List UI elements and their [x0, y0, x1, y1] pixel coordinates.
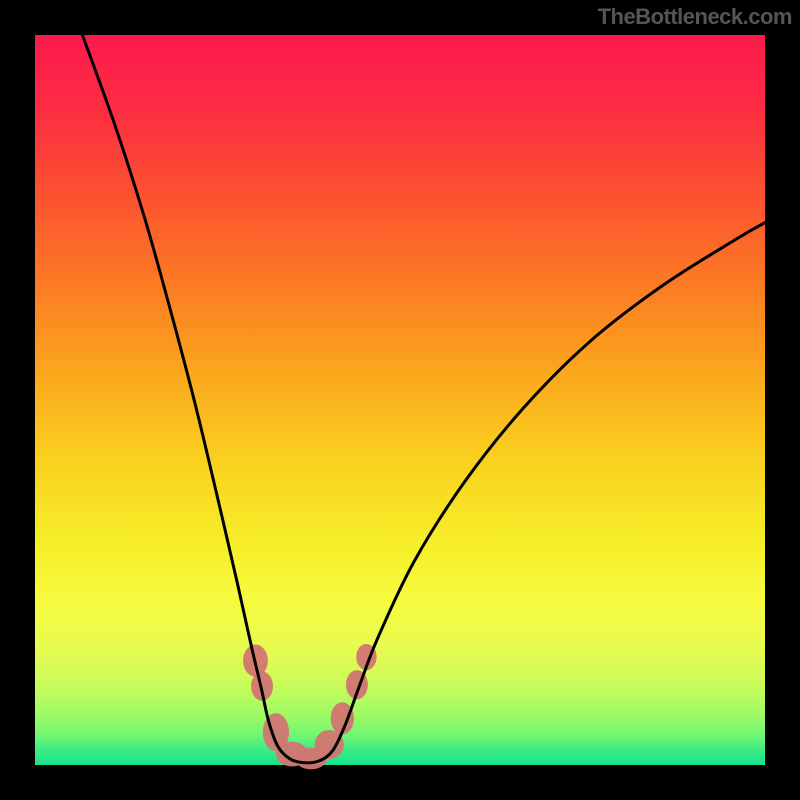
bottleneck-chart: TheBottleneck.com [0, 0, 800, 800]
chart-svg [0, 0, 800, 800]
gradient-background [35, 35, 765, 765]
watermark-text: TheBottleneck.com [598, 4, 792, 30]
